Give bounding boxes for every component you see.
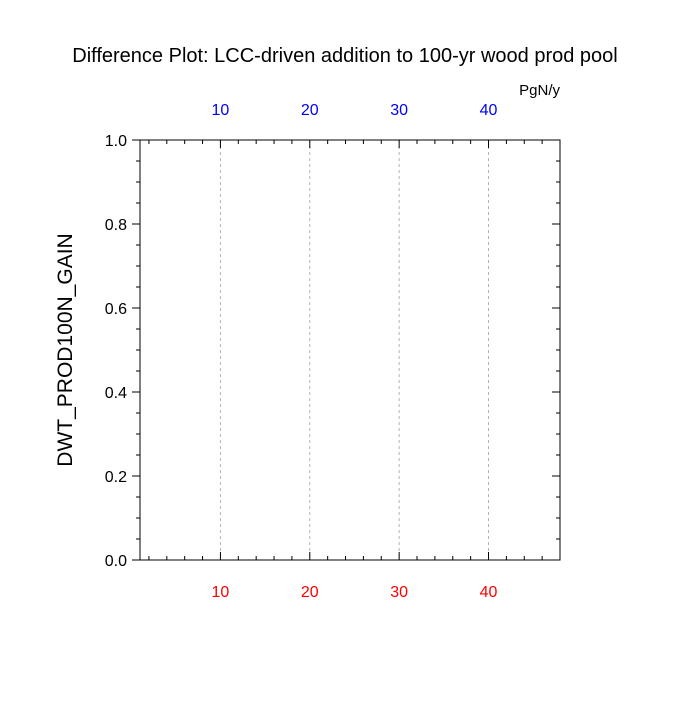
chart-title: Difference Plot: LCC-driven addition to …	[72, 45, 618, 67]
grid-lines	[219, 140, 490, 560]
y-tick-label: 0.2	[105, 469, 127, 486]
x-tick-label-bottom: 40	[480, 584, 498, 601]
x-tick-label-bottom: 10	[212, 584, 230, 601]
x-tick-label-bottom: 30	[390, 584, 408, 601]
y-tick-label: 0.0	[105, 553, 127, 570]
x-tick-label-top: 40	[480, 102, 498, 119]
axis-ticks	[132, 139, 561, 561]
x-tick-label-top: 20	[301, 102, 319, 119]
x-tick-label-top: 30	[390, 102, 408, 119]
plot-frame	[139, 139, 561, 561]
top-axis-unit-label: PgN/y	[519, 82, 560, 99]
y-tick-label: 0.4	[105, 385, 127, 402]
y-tick-label: 1.0	[105, 133, 127, 150]
y-axis-label: DWT_PROD100N_GAIN	[54, 233, 77, 466]
y-tick-label: 0.8	[105, 217, 127, 234]
x-tick-label-bottom: 20	[301, 584, 319, 601]
x-tick-label-top: 10	[212, 102, 230, 119]
y-tick-label: 0.6	[105, 301, 127, 318]
tick-labels: 10 10 20 20 30 30 40 40 0.0 0.2 0.4 0.6 0.8 1.0	[105, 102, 498, 601]
